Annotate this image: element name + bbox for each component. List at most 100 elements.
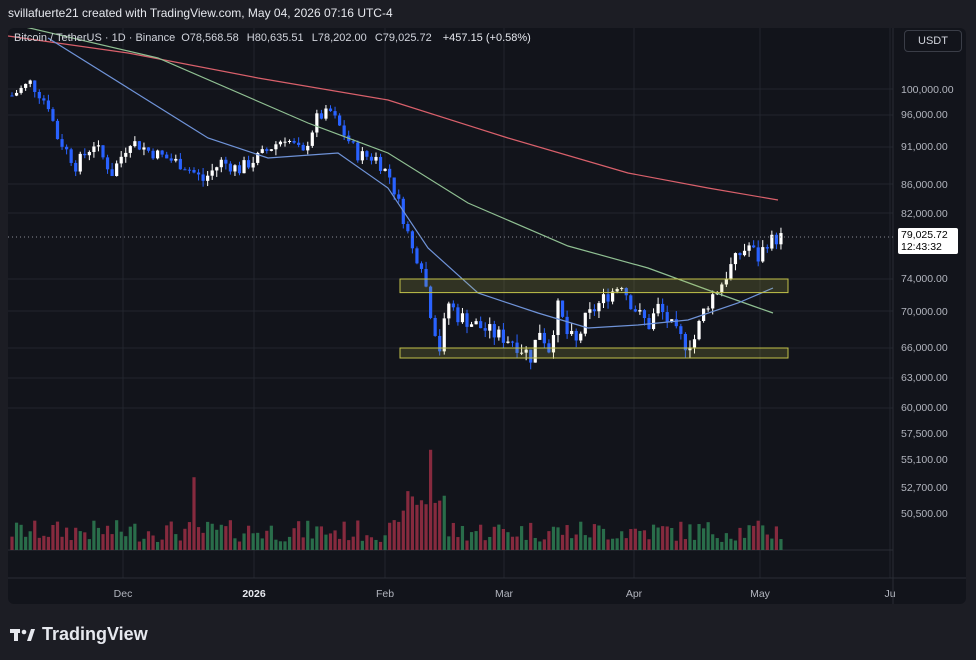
candle-body xyxy=(260,149,264,153)
candle-body xyxy=(10,95,14,97)
candle-body xyxy=(151,150,155,159)
ohlc-values: O78,568.58 H80,635.51 L78,202.00 C79,025… xyxy=(181,32,437,44)
candle-body xyxy=(556,300,560,336)
volume-bar xyxy=(142,538,146,550)
candle-body xyxy=(752,245,756,248)
volume-bar xyxy=(265,530,269,550)
candle-body xyxy=(656,303,660,314)
candle-body xyxy=(342,125,346,136)
volume-bar xyxy=(260,538,264,550)
volume-bar xyxy=(524,539,528,550)
candle-body xyxy=(410,231,414,249)
candle-body xyxy=(187,169,192,171)
candle-body xyxy=(438,335,442,352)
candle-body xyxy=(333,111,337,116)
volume-bar xyxy=(278,541,283,550)
candle-body xyxy=(274,144,278,150)
candle-body xyxy=(706,308,710,310)
high-value: H80,635.51 xyxy=(246,32,304,44)
volume-bar xyxy=(542,539,546,550)
candle-body xyxy=(615,289,619,292)
volume-bar xyxy=(629,529,633,550)
volume-bar xyxy=(342,521,346,550)
tradingview-logo[interactable]: TradingView xyxy=(10,624,148,645)
volume-bar xyxy=(388,522,392,550)
volume-bar xyxy=(570,538,574,550)
volume-bar xyxy=(538,541,542,550)
candle-body xyxy=(169,158,173,161)
volume-bar xyxy=(733,540,738,550)
volume-bar xyxy=(597,525,601,550)
volume-bar xyxy=(469,532,474,550)
candle-body xyxy=(483,328,487,331)
candle-body xyxy=(729,264,733,279)
volume-bar xyxy=(187,522,192,550)
candle-body xyxy=(110,169,114,177)
volume-bar xyxy=(656,527,660,550)
candle-body xyxy=(210,170,214,176)
candle-body xyxy=(683,333,687,351)
volume-bar xyxy=(333,530,337,550)
volume-bar xyxy=(33,520,37,550)
candle-body xyxy=(378,156,383,171)
candle-body xyxy=(633,309,637,312)
candle-body xyxy=(14,92,19,96)
candle-body xyxy=(506,341,510,343)
volume-bar xyxy=(165,525,169,550)
volume-bar xyxy=(374,539,378,550)
volume-bar xyxy=(369,537,374,550)
candle-body xyxy=(565,316,569,335)
candle-body xyxy=(447,303,451,319)
chart-panel[interactable]: Bitcoin / TetherUS · 1D · Binance O78,56… xyxy=(8,28,966,604)
volume-bar xyxy=(752,525,756,550)
candle-body xyxy=(415,248,419,264)
volume-bar xyxy=(624,538,628,550)
volume-bar xyxy=(37,537,41,550)
volume-bar xyxy=(742,537,747,550)
volume-bar xyxy=(770,538,774,550)
volume-bar xyxy=(65,527,69,550)
volume-bar xyxy=(328,533,333,550)
currency-button[interactable]: USDT xyxy=(904,30,962,52)
volume-bar xyxy=(338,538,342,550)
volume-bar xyxy=(488,536,492,550)
candle-body xyxy=(456,307,460,323)
volume-bar xyxy=(365,535,369,550)
candle-body xyxy=(306,145,310,151)
volume-bar xyxy=(556,527,560,550)
candle-body xyxy=(251,162,255,168)
candle-body xyxy=(397,194,401,199)
candle-body xyxy=(192,170,196,173)
volume-bar xyxy=(219,524,223,550)
candle-body xyxy=(219,159,223,168)
candle-body xyxy=(69,149,73,163)
volume-bar xyxy=(160,539,164,550)
price-chart[interactable] xyxy=(8,28,966,604)
volume-bar xyxy=(702,528,706,550)
candle-body xyxy=(460,313,465,323)
candle-body xyxy=(165,154,169,159)
volume-bar xyxy=(55,521,60,550)
candle-body xyxy=(770,234,774,249)
volume-bar xyxy=(483,540,487,550)
candle-body xyxy=(442,318,446,352)
volume-bar xyxy=(14,522,19,550)
candle-body xyxy=(383,168,387,171)
volume-bar xyxy=(119,531,123,550)
volume-bar xyxy=(10,536,14,550)
price-tick: 57,500.00 xyxy=(901,428,948,440)
candle-body xyxy=(28,80,32,84)
candle-body xyxy=(419,263,424,269)
candle-body xyxy=(542,332,546,344)
candle-body xyxy=(328,108,333,112)
price-tick: 82,000.00 xyxy=(901,208,948,220)
candle-body xyxy=(488,324,492,331)
volume-bar xyxy=(392,520,396,550)
candle-body xyxy=(588,309,592,313)
price-tick: 55,100.00 xyxy=(901,454,948,466)
volume-bar xyxy=(724,533,728,550)
candle-body xyxy=(178,158,182,170)
volume-bar xyxy=(697,524,701,550)
ma-long-line xyxy=(8,35,779,201)
candle-body xyxy=(46,100,50,110)
